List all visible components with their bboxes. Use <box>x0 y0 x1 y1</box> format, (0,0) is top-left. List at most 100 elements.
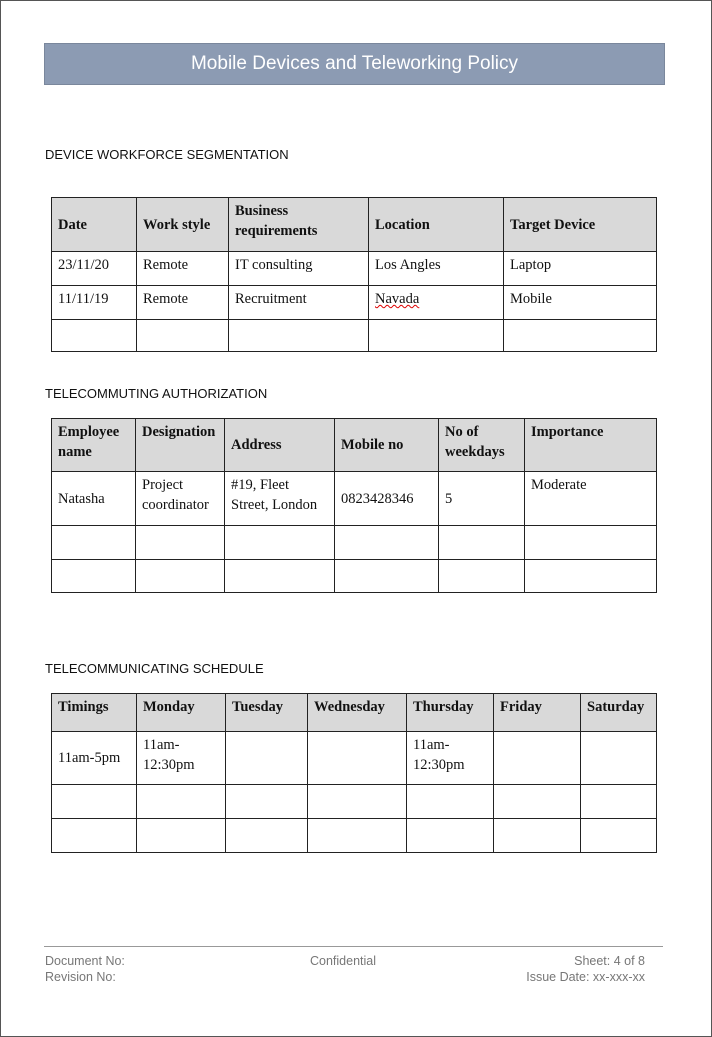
column-header: Saturday <box>580 693 657 732</box>
column-header: Designation <box>135 418 225 472</box>
table-row <box>51 319 657 352</box>
table-cell: 11am-12:30pm <box>406 731 494 785</box>
table-cell <box>406 818 494 853</box>
table-header-row: Date Work style Business requirements Locat… <box>51 197 657 252</box>
table-cell <box>225 784 308 819</box>
table-cell <box>135 525 225 560</box>
column-header: No of weekdays <box>438 418 525 472</box>
table-cell <box>580 784 657 819</box>
table-cell <box>51 525 136 560</box>
table-row <box>51 525 657 560</box>
table-cell <box>225 818 308 853</box>
column-header: Work style <box>136 197 229 252</box>
cell-text: Project coordinator <box>142 477 209 513</box>
table-cell <box>136 818 226 853</box>
table-cell <box>580 818 657 853</box>
table-cell: Mobile <box>503 285 657 320</box>
footer-sheet: Sheet: 4 of 8 <box>574 954 645 968</box>
table-cell: Remote <box>136 285 229 320</box>
table-cell: 5 <box>438 471 525 526</box>
section-heading-authorization: TELECOMMUTING AUTHORIZATION <box>45 386 268 401</box>
table-cell <box>225 731 308 785</box>
table-cell <box>224 559 335 593</box>
table-cell <box>406 784 494 819</box>
table-header-row: Timings Monday Tuesday Wednesday Thursday Fri… <box>51 693 657 732</box>
table-cell <box>307 784 407 819</box>
section-heading-schedule: TELECOMMUNICATING SCHEDULE <box>45 661 264 676</box>
column-header: Importance <box>524 418 657 472</box>
segmentation-table: Date Work style Business requirements Locat… <box>51 197 657 352</box>
table-row: 11/11/19 Remote Recruitment Navada Mobile <box>51 285 657 320</box>
table-cell: IT consulting <box>228 251 369 286</box>
table-cell <box>307 818 407 853</box>
table-cell <box>334 525 439 560</box>
cell-text: 11am-5pm <box>58 750 121 766</box>
column-header: Address <box>224 418 335 472</box>
table-cell: #19, Fleet Street, London <box>224 471 335 526</box>
schedule-table: Timings Monday Tuesday Wednesday Thursday Fri… <box>51 693 657 853</box>
footer-divider <box>44 946 663 947</box>
cell-text: 5 <box>445 490 453 507</box>
table-cell <box>493 784 581 819</box>
table-cell <box>136 784 226 819</box>
section-heading-segmentation: DEVICE WORKFORCE SEGMENTATION <box>45 147 289 162</box>
footer-revision-no: Revision No: <box>45 970 116 984</box>
table-cell <box>334 559 439 593</box>
cell-text: Remote <box>143 291 189 307</box>
cell-text: Remote <box>143 257 189 273</box>
table-cell: Recruitment <box>228 285 369 320</box>
footer-confidential: Confidential <box>310 954 377 968</box>
column-header: Wednesday <box>307 693 407 732</box>
cell-text: IT consulting <box>235 257 313 273</box>
cell-text: Recruitment <box>235 291 307 307</box>
cell-text: 11am-12:30pm <box>143 737 195 773</box>
table-row <box>51 784 657 819</box>
column-header: Target Device <box>503 197 657 252</box>
page-title: Mobile Devices and Teleworking Policy <box>44 43 665 85</box>
column-header: Tuesday <box>225 693 308 732</box>
table-cell <box>135 559 225 593</box>
authorization-table: Employee name Designation Address Mobile no… <box>51 418 657 593</box>
cell-text: Laptop <box>510 257 552 273</box>
cell-text: Navada <box>375 291 420 307</box>
table-cell <box>51 559 136 593</box>
cell-text: Natasha <box>58 490 105 507</box>
column-header: Mobile no <box>334 418 439 472</box>
column-header: Business requirements <box>228 197 369 252</box>
table-row: 23/11/20 Remote IT consulting Los Angles La… <box>51 251 657 286</box>
table-cell: Los Angles <box>368 251 504 286</box>
table-cell: 11/11/19 <box>51 285 137 320</box>
table-cell: 23/11/20 <box>51 251 137 286</box>
table-cell: Navada <box>368 285 504 320</box>
table-row <box>51 818 657 853</box>
column-header: Monday <box>136 693 226 732</box>
column-header: Friday <box>493 693 581 732</box>
table-cell <box>51 818 137 853</box>
cell-text: Los Angles <box>375 257 441 273</box>
table-cell: 0823428346 <box>334 471 439 526</box>
table-cell <box>368 319 504 352</box>
footer-issue-date: Issue Date: xx-xxx-xx <box>526 970 645 984</box>
table-cell <box>493 818 581 853</box>
table-cell <box>51 319 137 352</box>
table-cell: Remote <box>136 251 229 286</box>
table-cell: 11am-5pm <box>51 731 137 785</box>
table-cell <box>493 731 581 785</box>
table-cell <box>438 525 525 560</box>
table-cell <box>438 559 525 593</box>
table-cell <box>580 731 657 785</box>
cell-text: 11am-12:30pm <box>413 737 465 773</box>
table-cell: Project coordinator <box>135 471 225 526</box>
table-cell <box>51 784 137 819</box>
cell-text: 0823428346 <box>341 490 414 507</box>
table-cell <box>524 559 657 593</box>
table-cell: 11am-12:30pm <box>136 731 226 785</box>
table-cell <box>524 525 657 560</box>
table-cell: Moderate <box>524 471 657 526</box>
column-header: Location <box>368 197 504 252</box>
table-cell <box>228 319 369 352</box>
table-row: 11am-5pm 11am-12:30pm 11am-12:30pm <box>51 731 657 785</box>
table-cell <box>224 525 335 560</box>
table-row: Natasha Project coordinator #19, Fleet Str… <box>51 471 657 526</box>
table-cell <box>503 319 657 352</box>
